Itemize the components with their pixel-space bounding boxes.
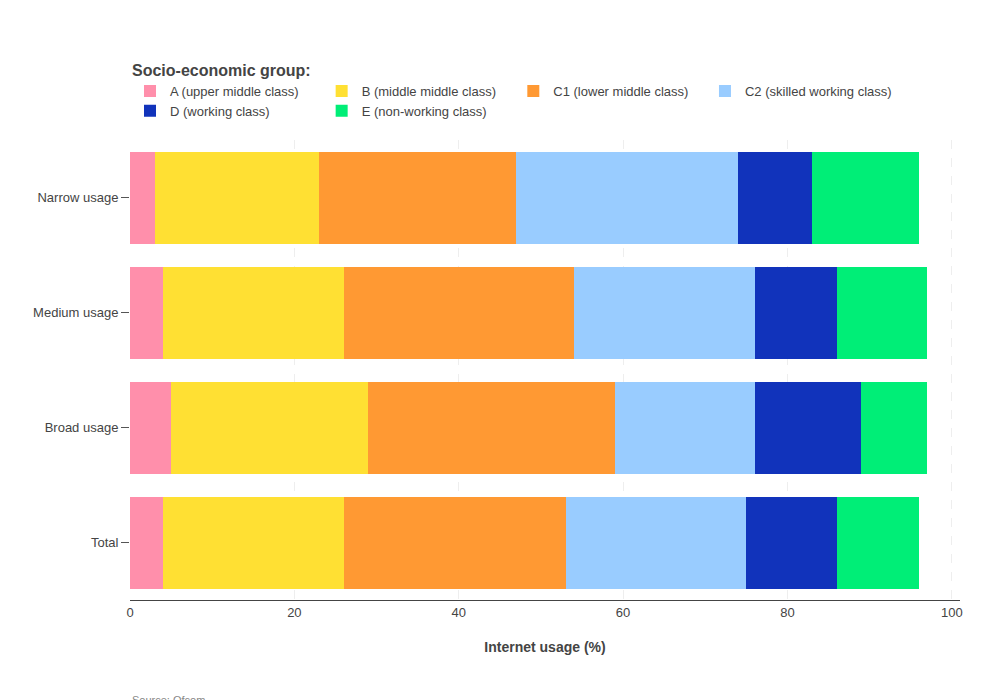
svg-text:Socio-economic group:: Socio-economic group: [132, 62, 311, 79]
svg-text:80: 80 [780, 605, 794, 620]
svg-text:60: 60 [616, 605, 630, 620]
svg-text:A (upper middle class): A (upper middle class) [170, 84, 299, 99]
svg-text:C2 (skilled working class): C2 (skilled working class) [745, 84, 892, 99]
svg-text:40: 40 [451, 605, 465, 620]
svg-text:D (working class): D (working class) [170, 104, 270, 119]
svg-text:Broad usage: Broad usage [45, 420, 119, 435]
svg-text:0: 0 [126, 605, 133, 620]
svg-text:Total: Total [91, 535, 119, 550]
svg-text:B (middle middle class): B (middle middle class) [362, 84, 496, 99]
svg-text:100: 100 [941, 605, 963, 620]
svg-text:20: 20 [287, 605, 301, 620]
svg-text:Internet usage (%): Internet usage (%) [484, 639, 605, 655]
svg-text:E (non-working class): E (non-working class) [362, 104, 487, 119]
svg-text:Medium usage: Medium usage [33, 305, 118, 320]
svg-text:C1 (lower middle class): C1 (lower middle class) [553, 84, 688, 99]
svg-text:Source: Ofcom: Source: Ofcom [132, 694, 205, 700]
svg-text:Narrow usage: Narrow usage [37, 190, 118, 205]
